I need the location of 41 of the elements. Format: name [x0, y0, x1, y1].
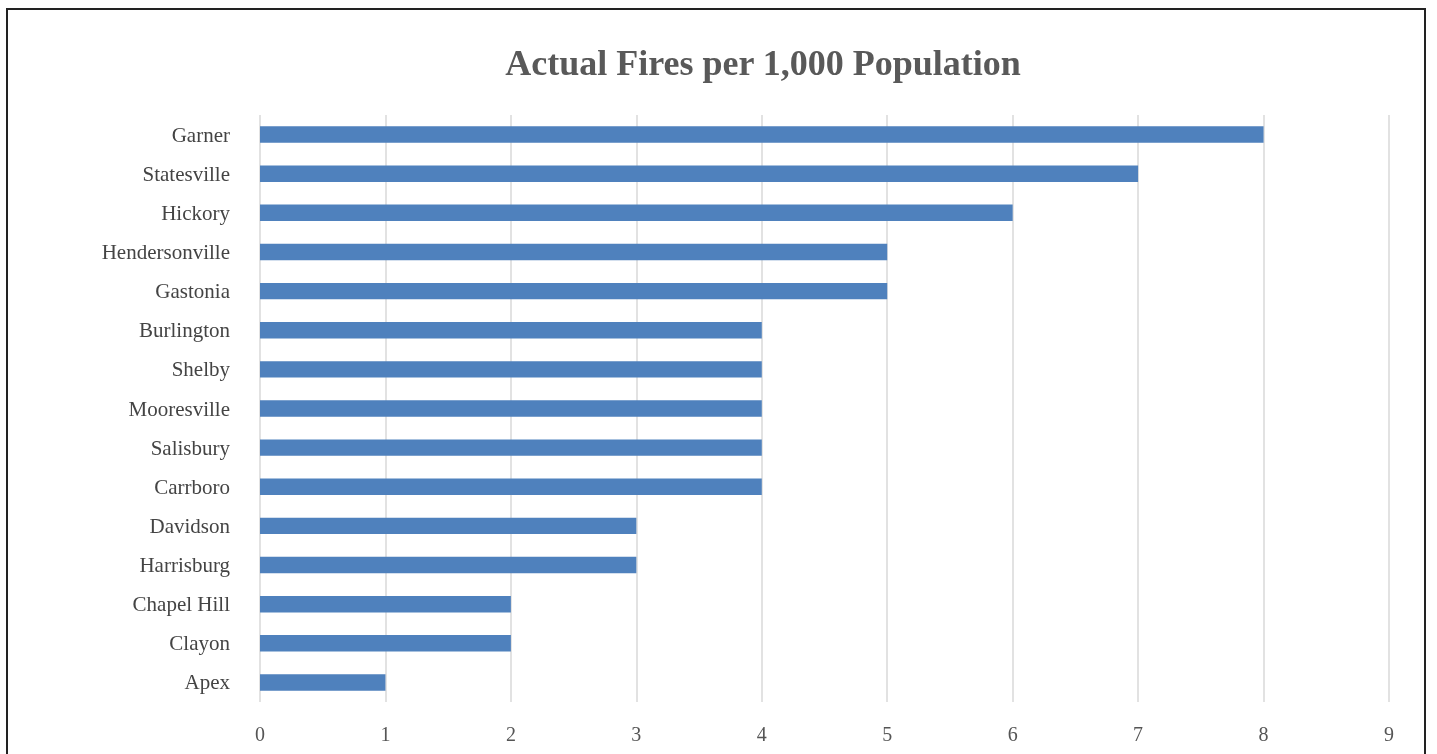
bar — [260, 282, 888, 300]
y-tick-label: Statesville — [142, 161, 230, 186]
x-tick-label: 4 — [756, 723, 767, 745]
y-tick-label: Davidson — [149, 513, 231, 538]
y-tick-label: Apex — [184, 670, 231, 695]
x-tick-label: 7 — [1133, 723, 1144, 745]
bar — [260, 243, 888, 261]
y-tick-label: Garner — [171, 122, 230, 147]
chart-title: Actual Fires per 1,000 Population — [505, 43, 1021, 83]
bar — [260, 126, 1264, 143]
bar — [260, 674, 386, 691]
bar — [260, 439, 762, 456]
y-tick-label: Clayon — [169, 631, 231, 656]
y-tick-label: Burlington — [138, 318, 231, 343]
y-tick-label: Gastonia — [155, 279, 231, 304]
x-tick-label: 1 — [380, 723, 391, 745]
bar — [260, 595, 511, 613]
x-tick-label: 3 — [631, 723, 642, 745]
y-tick-label: Hickory — [161, 200, 231, 225]
bar — [260, 517, 637, 535]
bar — [260, 478, 762, 495]
x-tick-label: 8 — [1258, 723, 1269, 745]
bar — [260, 322, 762, 339]
bar — [260, 556, 637, 574]
y-tick-label: Harrisburg — [139, 553, 231, 578]
bar — [260, 400, 762, 417]
y-tick-label: Chapel Hill — [132, 592, 231, 617]
x-tick-label: 0 — [255, 723, 265, 745]
y-tick-label: Carrboro — [154, 474, 230, 499]
bar — [260, 361, 762, 378]
y-tick-label: Mooresville — [128, 396, 230, 421]
bar — [260, 635, 511, 652]
y-tick-label: Shelby — [171, 357, 231, 382]
bar — [260, 165, 1139, 182]
x-tick-label: 2 — [505, 723, 516, 745]
bar — [260, 204, 1013, 222]
x-tick-label: 6 — [1007, 723, 1018, 745]
y-tick-label: Hendersonville — [101, 239, 230, 264]
y-tick-label: Salisbury — [150, 435, 231, 460]
x-tick-label: 9 — [1384, 723, 1394, 745]
x-tick-label: 5 — [882, 723, 893, 745]
